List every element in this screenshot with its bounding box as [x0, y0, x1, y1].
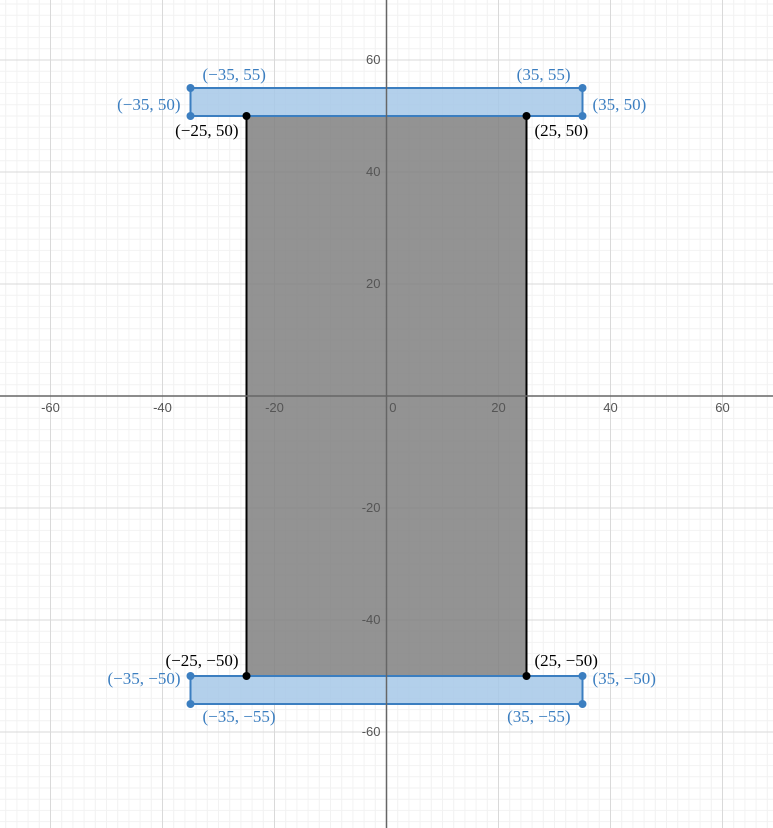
coord-label: (−35, 55): [203, 65, 266, 84]
coord-label: (35, 55): [517, 65, 571, 84]
y-tick-label: -40: [362, 612, 381, 627]
x-tick-label: -20: [265, 400, 284, 415]
data-point: [187, 672, 195, 680]
data-point: [243, 672, 251, 680]
y-tick-label: -60: [362, 724, 381, 739]
data-point: [579, 700, 587, 708]
data-point: [579, 84, 587, 92]
y-tick-label: 60: [366, 52, 380, 67]
coord-label: (−35, −50): [108, 669, 181, 688]
x-tick-label: -40: [153, 400, 172, 415]
data-point: [579, 112, 587, 120]
data-point: [523, 112, 531, 120]
data-point: [243, 112, 251, 120]
coord-label: (35, −55): [507, 707, 570, 726]
data-point: [187, 700, 195, 708]
data-point: [579, 672, 587, 680]
coord-label: (35, −50): [593, 669, 656, 688]
coord-label: (25, −50): [535, 651, 598, 670]
x-tick-label: 0: [389, 400, 396, 415]
y-tick-label: 40: [366, 164, 380, 179]
coord-label: (−25, −50): [166, 651, 239, 670]
x-tick-label: 40: [603, 400, 617, 415]
data-point: [187, 84, 195, 92]
coord-label: (−35, −55): [203, 707, 276, 726]
data-point: [187, 112, 195, 120]
x-tick-label: -60: [41, 400, 60, 415]
coord-label: (−35, 50): [117, 95, 180, 114]
y-tick-label: 20: [366, 276, 380, 291]
coord-label: (−25, 50): [175, 121, 238, 140]
x-tick-label: 20: [491, 400, 505, 415]
x-tick-label: 60: [715, 400, 729, 415]
coord-label: (35, 50): [593, 95, 647, 114]
data-point: [523, 672, 531, 680]
y-tick-label: -20: [362, 500, 381, 515]
coordinate-graph: -60 -40 -20 0 20 40 60 -60 -40 -20 20 40 60 (−25, 50)…: [0, 0, 773, 828]
coord-label: (25, 50): [535, 121, 589, 140]
